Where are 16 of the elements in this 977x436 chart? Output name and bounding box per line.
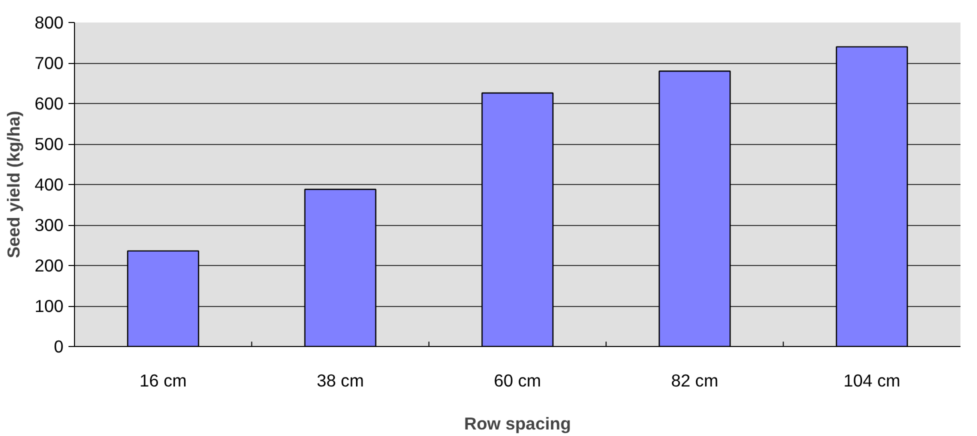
y-tick-label: 800 [34,12,64,32]
y-tick-label: 700 [34,53,64,73]
x-tick-label: 16 cm [140,370,187,390]
x-tick-label: 104 cm [843,370,900,390]
y-tick-label: 400 [34,174,64,194]
x-tick-label: 60 cm [494,370,542,390]
x-axis-title: Row spacing [464,414,571,434]
y-tick-label: 200 [34,256,64,276]
y-tick-label: 100 [34,296,64,316]
y-tick-label: 300 [34,215,64,235]
y-tick-label: 0 [54,336,64,356]
x-tick-label: 82 cm [671,370,718,390]
y-tick-label: 500 [34,134,64,154]
x-tick-label: 38 cm [316,370,364,390]
y-axis-title: Seed yield (kg/ha) [4,110,24,258]
y-tick-label: 600 [34,94,64,114]
